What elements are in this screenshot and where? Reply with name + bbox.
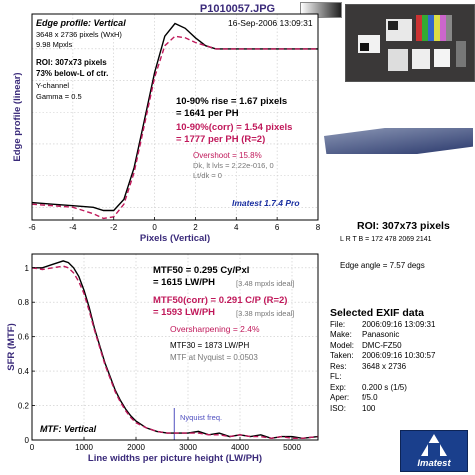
edge-datetime: 16-Sep-2006 13:09:31 [228,18,313,28]
mtf-plot: 0 1000 2000 3000 4000 5000 0 0.2 0.4 0.6 0.8 1 Line … [6,253,319,464]
y-axis-label: SFR (MTF) [6,323,17,371]
edge-rise-corr-ph: = 1777 per PH (R=2) [176,134,266,145]
exif-row: Taken: 2006:09:16 10:30:57 [330,351,435,362]
exif-key: Model: [330,340,355,350]
x-tick-label: 1000 [75,443,93,452]
x-axis-label: Pixels (Vertical) [140,233,210,244]
exif-key: Make: [330,330,352,339]
mtf50: MTF50 = 0.295 Cy/Pxl [153,265,250,276]
imatest-logo: Imatest [400,430,468,472]
mtf-heading: MTF: Vertical [40,424,97,434]
edge-rise-ph: = 1641 per PH [176,108,239,119]
edge-version: Imatest 1.7.4 Pro [232,198,300,208]
mtf50-lwph: = 1615 LW/PH [153,277,216,288]
exif-key: Res: [330,361,347,371]
x-tick-label: -2 [110,223,118,232]
exif-title: Selected EXIF data [330,307,424,319]
plot-frame [31,13,319,221]
mtf50-corr: MTF50(corr) = 0.291 C/P (R=2) [153,295,288,306]
exif-value: 3648 x 2736 [362,361,407,371]
test-chart-thumbnail [345,4,475,82]
exif-row: Model: DMC-FZ50 [330,341,435,352]
edge-rise-corr: 10-90%(corr) = 1.54 pixels [176,122,293,133]
mtf-nyquist: MTF at Nyquist = 0.0503 [170,353,258,362]
roi-edge-crop [324,128,473,154]
exif-value: f/5.0 [362,393,378,402]
mtf50-ideal: [3.48 mpxls ideal] [236,279,295,288]
x-tick-label: 3000 [179,443,197,452]
file-title: P1010057.JPG [199,3,276,15]
exif-value: DMC-FZ50 [362,340,402,350]
edge-gamma: Gamma = 0.5 [36,92,82,101]
x-tick-label: 0 [152,223,157,232]
exif-value: 0.200 s (1/5) [362,382,407,392]
edge-dims: 3648 x 2736 pixels (WxH) [36,30,122,39]
x-tick-label: 8 [316,223,321,232]
exif-row: Aper: f/5.0 [330,393,435,404]
exif-key: FL: [330,372,342,381]
edge-channel: Y-channel [36,81,70,90]
exif-value: 2006:09:16 13:09:31 [362,319,436,329]
y-tick-label: 0.8 [18,298,30,307]
exif-row: Exp: 0.200 s (1/5) [330,383,435,394]
y-tick-label: 1 [25,264,30,273]
edge-overshoot: Overshoot = 15.8% [193,151,262,160]
exif-value: 100 [362,403,376,413]
series-line [31,265,319,440]
exif-row: ISO: 100 [330,404,435,415]
edge-dk-levels: Dk, lt lvls = 2.22e-016, 0 [193,161,274,170]
edge-roi: ROI: 307x73 pixels [36,58,107,67]
edge-mpxls: 9.98 Mpxls [36,40,73,49]
x-tick-label: 2 [193,223,198,232]
plot-area [32,14,318,220]
y-tick-label: 0 [25,436,30,445]
edge-angle: Edge angle = 7.57 degs [340,261,425,270]
x-tick-label: 2000 [127,443,145,452]
oversharpening: Oversharpening = 2.4% [170,324,260,334]
plot-frame [31,253,319,441]
y-axis-label: Edge profile (linear) [12,72,23,161]
series-line [31,35,318,220]
x-tick-label: 5000 [283,443,301,452]
series-line [31,22,318,212]
exif-value: Panasonic [362,330,400,339]
x-tick-label: -6 [28,223,36,232]
exif-row: FL: [330,372,435,383]
exif-row: File: 2006:09:16 13:09:31 [330,320,435,331]
edge-below-l: 73% below-L of ctr. [36,69,109,78]
roi-lrtb: L R T B = 172 478 2069 2141 [340,236,432,243]
exif-key: Taken: [330,351,354,360]
exif-key: Exp: [330,382,347,392]
exif-row: Make: Panasonic [330,330,435,341]
exif-key: Aper: [330,393,350,402]
exif-key: File: [330,319,346,329]
exif-value: 2006:09:16 10:30:57 [362,351,436,360]
edge-lt-dk: Lt/dk = 0 [193,171,222,180]
y-tick-label: 0.2 [18,402,30,411]
x-tick-label: 0 [30,443,35,452]
nyquist-label: Nyquist freq. [180,413,223,422]
x-tick-label: 6 [275,223,280,232]
x-tick-label: 4 [234,223,239,232]
mtf50-corr-lwph: = 1593 LW/PH [153,307,216,318]
y-tick-label: 0.4 [18,367,30,376]
edge-rise: 10-90% rise = 1.67 pixels [176,96,288,107]
exif-key: ISO: [330,403,347,413]
exif-row: Res: 3648 x 2736 [330,362,435,373]
logo-text: Imatest [417,458,451,469]
edge-heading: Edge profile: Vertical [36,18,126,28]
x-axis-label: Line widths per picture height (LW/PH) [88,453,262,464]
roi-title: ROI: 307x73 pixels [357,220,450,232]
mtf50-corr-ideal: [3.38 mpxls ideal] [236,309,295,318]
exif-panel: Selected EXIF data File: 2006:09:16 13:09… [330,308,435,414]
x-tick-label: -4 [69,223,77,232]
edge-profile-plot: -6 -4 -2 0 2 4 6 8 Pixels (Vertical) Edge profile… [12,13,321,244]
y-tick-label: 0.6 [18,333,30,342]
mtf30: MTF30 = 1873 LW/PH [170,341,250,350]
x-tick-label: 4000 [231,443,249,452]
